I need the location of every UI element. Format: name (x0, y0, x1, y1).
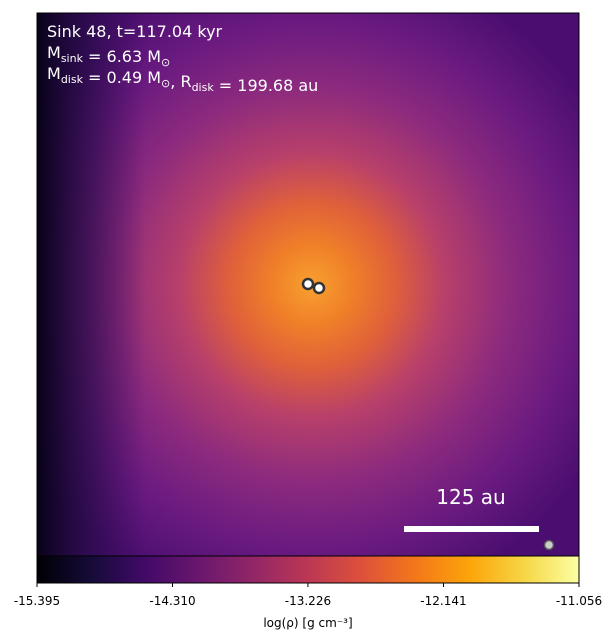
annotation: Msink = 6.63 M⊙ (47, 43, 170, 69)
scale-bar-label: 125 au (436, 485, 505, 509)
annotation-subscript: disk (192, 81, 215, 94)
sink (543, 539, 555, 551)
annotation-subscript: disk (61, 73, 84, 86)
annotation: Mdisk = 0.49 M⊙, Rdisk = 199.68 au (47, 64, 318, 95)
annotation-text: = 199.68 au (214, 76, 319, 95)
annotation-text: = 6.63 M (83, 47, 161, 66)
colorbar-label: log(ρ) [g cm⁻³] (263, 616, 352, 630)
tick-label: -11.056 (556, 594, 602, 608)
colorbar-ticks: -15.395 -14.310 -13.226 -12.141 -11.056 (14, 583, 602, 608)
annotation-text: M (47, 64, 61, 83)
tick-label: -13.226 (285, 594, 331, 608)
annotation-subscript: ⊙ (161, 77, 170, 90)
annotation: Sink 48, t=117.04 kyr (47, 22, 223, 41)
annotation-subscript: ⊙ (161, 56, 170, 69)
tick-label: -15.395 (14, 594, 60, 608)
annotation-text: = 0.49 M (83, 68, 161, 87)
annotation-text: Sink 48, t=117.04 kyr (47, 22, 223, 41)
annotation-text: , R (170, 72, 191, 91)
annotation-text: M (47, 43, 61, 62)
colorbar (36, 555, 580, 584)
annotation-subscript: sink (61, 52, 84, 65)
tick-label: -12.141 (420, 594, 466, 608)
sink (312, 281, 326, 295)
sink (301, 277, 315, 291)
tick-label: -14.310 (149, 594, 195, 608)
